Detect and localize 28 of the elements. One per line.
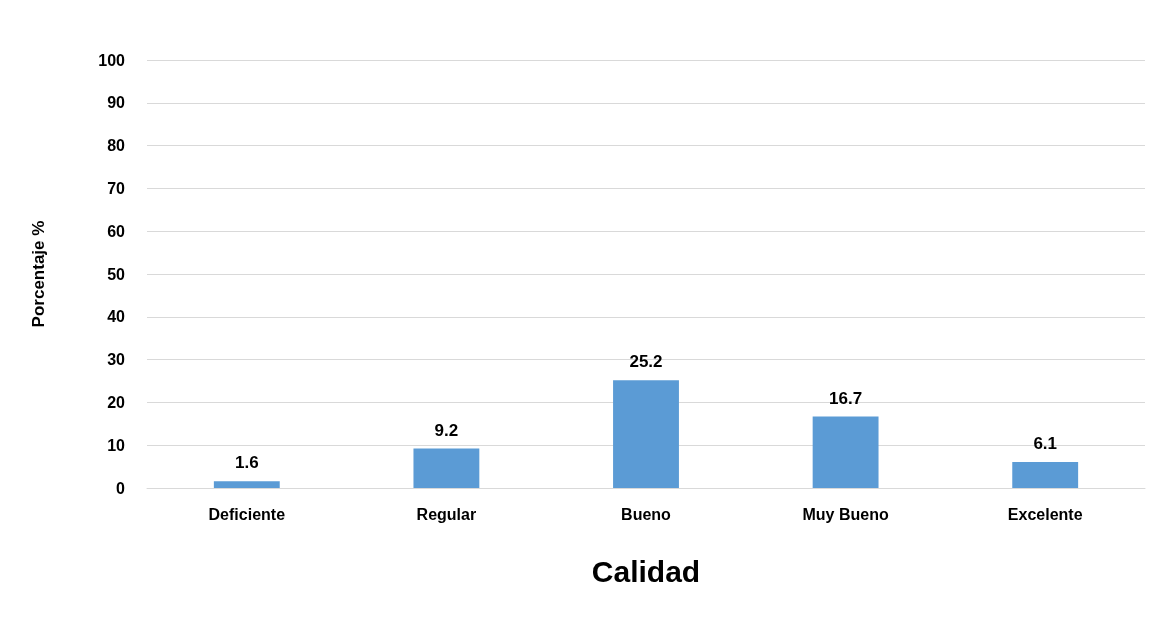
x-tick-label: Bueno <box>621 505 672 523</box>
y-tick-label: 20 <box>107 393 126 411</box>
bar <box>812 416 879 488</box>
y-tick-label: 40 <box>107 308 126 326</box>
y-tick-label: 70 <box>107 179 126 197</box>
data-label: 16.7 <box>829 388 863 408</box>
data-label: 1.6 <box>234 453 259 473</box>
y-tick-label: 10 <box>107 436 126 454</box>
y-axis-title: Porcentaje % <box>29 220 48 328</box>
bar <box>413 448 480 488</box>
data-label: 9.2 <box>434 420 459 440</box>
y-tick-label: 100 <box>98 51 126 69</box>
x-tick-label: Deficiente <box>208 505 286 523</box>
y-tick-label: 80 <box>107 137 126 155</box>
x-tick-label: Muy Bueno <box>802 505 889 523</box>
data-label: 6.1 <box>1033 433 1058 453</box>
bar <box>213 481 280 488</box>
data-label: 25.2 <box>629 352 663 372</box>
y-tick-label: 50 <box>107 265 126 283</box>
y-tick-label: 30 <box>107 351 126 369</box>
bar <box>1012 461 1079 488</box>
x-tick-label: Regular <box>416 505 477 523</box>
y-tick-label: 0 <box>116 479 126 497</box>
bar <box>613 380 679 488</box>
y-tick-label: 60 <box>107 222 126 240</box>
x-axis-title: Calidad <box>591 554 701 588</box>
y-tick-label: 90 <box>107 94 126 112</box>
x-tick-label: Excelente <box>1007 505 1083 523</box>
